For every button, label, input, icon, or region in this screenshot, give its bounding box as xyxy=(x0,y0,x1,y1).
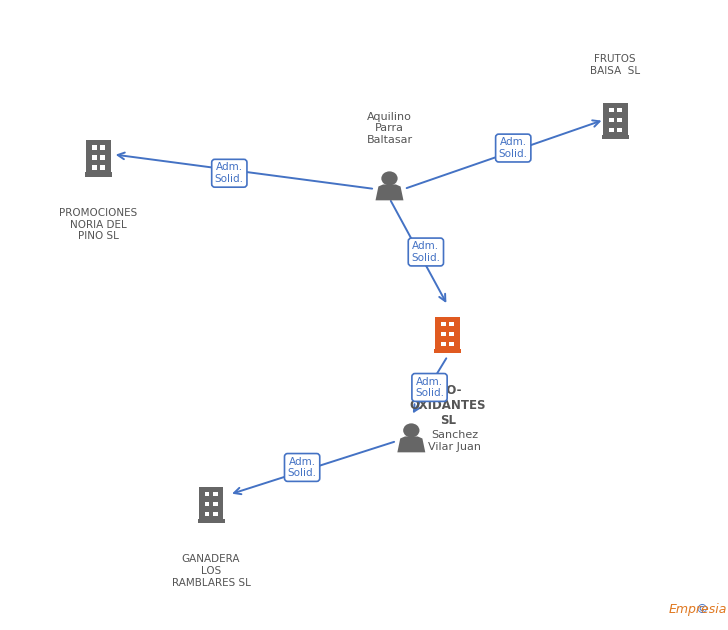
Polygon shape xyxy=(376,185,403,200)
Bar xyxy=(100,156,105,159)
Bar xyxy=(86,140,111,173)
Text: Aquilino
Parra
Baltasar: Aquilino Parra Baltasar xyxy=(366,112,413,145)
Bar xyxy=(601,135,629,139)
Bar xyxy=(213,512,218,516)
Bar xyxy=(205,492,210,496)
Bar xyxy=(213,502,218,506)
Text: BIO-
OXIDANTES
SL: BIO- OXIDANTES SL xyxy=(409,384,486,427)
Bar xyxy=(603,103,628,135)
Text: FRUTOS
BAISA  SL: FRUTOS BAISA SL xyxy=(590,54,640,76)
Bar xyxy=(609,128,614,132)
Bar xyxy=(199,487,223,519)
Text: Adm.
Solid.: Adm. Solid. xyxy=(288,457,317,478)
Bar xyxy=(213,492,218,496)
Bar xyxy=(205,502,210,506)
Text: ©: © xyxy=(695,603,708,616)
Bar xyxy=(617,128,622,132)
Circle shape xyxy=(381,171,397,185)
Bar xyxy=(449,322,454,326)
Bar xyxy=(617,118,622,122)
Text: PROMOCIONES
NORIA DEL
PINO SL: PROMOCIONES NORIA DEL PINO SL xyxy=(59,208,138,241)
Text: Adm.
Solid.: Adm. Solid. xyxy=(215,163,244,184)
Text: GANADERA
LOS
RAMBLARES SL: GANADERA LOS RAMBLARES SL xyxy=(172,554,250,588)
Text: Empresia: Empresia xyxy=(668,603,727,616)
Bar xyxy=(434,349,462,353)
Bar xyxy=(435,317,460,349)
Text: Adm.
Solid.: Adm. Solid. xyxy=(415,377,444,398)
Bar xyxy=(100,146,105,149)
Bar xyxy=(100,166,105,169)
Bar xyxy=(449,342,454,346)
Text: Adm.
Solid.: Adm. Solid. xyxy=(499,137,528,159)
Bar xyxy=(92,156,97,159)
Bar xyxy=(609,118,614,122)
Bar xyxy=(92,146,97,149)
Bar xyxy=(197,519,225,523)
Text: Sanchez
Vilar Juan: Sanchez Vilar Juan xyxy=(429,430,481,452)
Bar xyxy=(84,173,112,176)
Polygon shape xyxy=(397,437,425,452)
Bar xyxy=(441,332,446,336)
Bar xyxy=(92,166,97,169)
Bar xyxy=(449,332,454,336)
Bar xyxy=(441,342,446,346)
Bar xyxy=(205,512,210,516)
Text: Adm.
Solid.: Adm. Solid. xyxy=(411,241,440,263)
Bar xyxy=(617,108,622,112)
Bar xyxy=(441,322,446,326)
Circle shape xyxy=(403,423,419,437)
Bar xyxy=(609,108,614,112)
